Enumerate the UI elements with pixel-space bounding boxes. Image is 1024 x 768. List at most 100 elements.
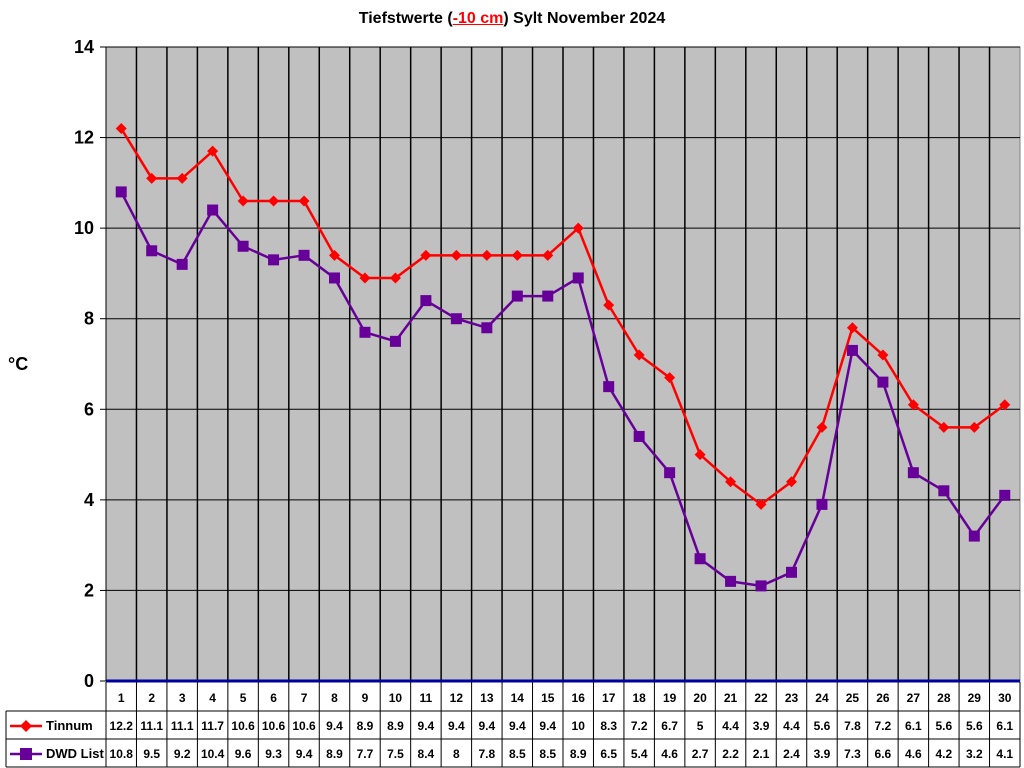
data-point-square[interactable] — [176, 258, 188, 270]
table-cell: 10.4 — [201, 747, 225, 761]
data-point-diamond[interactable] — [146, 172, 158, 184]
table-cell: 2.4 — [783, 747, 800, 761]
data-point-square[interactable] — [268, 254, 280, 266]
table-cell: 10.6 — [262, 719, 286, 733]
table-header-cell: 23 — [785, 691, 799, 705]
table-header-cell: 3 — [179, 691, 186, 705]
table-header-cell: 21 — [724, 691, 738, 705]
data-point-diamond[interactable] — [359, 272, 371, 284]
data-point-diamond[interactable] — [298, 195, 310, 207]
data-point-square[interactable] — [359, 326, 371, 338]
table-header-cell: 10 — [389, 691, 403, 705]
data-point-diamond[interactable] — [907, 399, 919, 411]
data-point-square[interactable] — [725, 575, 737, 587]
table-cell: 8.9 — [387, 719, 404, 733]
data-point-diamond[interactable] — [725, 476, 737, 488]
table-cell: 7.3 — [844, 747, 861, 761]
table-cell: 9.4 — [478, 719, 495, 733]
table-header-cell: 11 — [420, 691, 433, 705]
data-point-diamond[interactable] — [938, 421, 950, 433]
data-point-square[interactable] — [207, 204, 219, 216]
table-header-cell: 2 — [148, 691, 155, 705]
table-cell: 7.8 — [478, 747, 495, 761]
data-point-square[interactable] — [938, 485, 950, 497]
data-point-square[interactable] — [298, 249, 310, 261]
legend-label: Tinnum — [46, 718, 93, 733]
data-point-diamond[interactable] — [542, 249, 554, 261]
data-point-diamond[interactable] — [115, 123, 127, 135]
table-cell: 2.7 — [692, 747, 709, 761]
data-point-square[interactable] — [237, 240, 249, 252]
data-point-square[interactable] — [511, 290, 523, 302]
data-point-square[interactable] — [572, 272, 584, 284]
chart-title: Tiefstwerte (-10 cm) Sylt November 2024 — [0, 10, 1024, 28]
table-cell: 9.4 — [326, 719, 343, 733]
data-point-diamond[interactable] — [511, 249, 523, 261]
data-point-diamond[interactable] — [877, 349, 889, 361]
table-cell: 10.6 — [292, 719, 316, 733]
data-point-square[interactable] — [755, 580, 767, 592]
data-point-diamond[interactable] — [999, 399, 1011, 411]
data-point-diamond[interactable] — [786, 476, 797, 488]
data-point-square[interactable] — [633, 430, 645, 442]
data-point-square[interactable] — [694, 553, 706, 565]
table-cell: 9.3 — [265, 747, 282, 761]
table-cell: 8 — [453, 747, 460, 761]
data-point-square[interactable] — [999, 489, 1011, 501]
data-point-square[interactable] — [907, 467, 919, 479]
table-header-cell: 29 — [968, 691, 982, 705]
data-point-square[interactable] — [481, 322, 493, 334]
table-cell: 8.5 — [509, 747, 526, 761]
legend-dwd-list: DWD List — [10, 746, 104, 761]
table-header-cell: 7 — [301, 691, 308, 705]
table-header-cell: 26 — [876, 691, 890, 705]
y-tick-label: 12 — [74, 128, 94, 148]
data-point-diamond[interactable] — [207, 145, 219, 157]
data-point-square[interactable] — [329, 272, 340, 284]
data-point-diamond[interactable] — [572, 222, 584, 234]
data-point-square[interactable] — [115, 186, 127, 198]
table-cell: 4.4 — [783, 719, 800, 733]
data-point-diamond[interactable] — [176, 172, 188, 184]
y-tick-label: 10 — [74, 218, 94, 238]
data-point-diamond[interactable] — [481, 249, 493, 261]
data-point-square[interactable] — [968, 530, 980, 542]
data-point-square[interactable] — [664, 467, 676, 479]
data-point-square[interactable] — [877, 376, 889, 388]
table-cell: 7.5 — [387, 747, 404, 761]
table-cell: 6.5 — [600, 747, 617, 761]
data-point-diamond[interactable] — [268, 195, 280, 207]
table-cell: 5.6 — [814, 719, 831, 733]
data-point-diamond[interactable] — [450, 249, 462, 261]
data-point-square[interactable] — [816, 498, 828, 510]
data-point-diamond[interactable] — [816, 421, 828, 433]
data-point-diamond[interactable] — [755, 498, 767, 510]
data-point-diamond[interactable] — [603, 299, 615, 311]
data-point-diamond[interactable] — [694, 449, 706, 461]
table-header-cell: 5 — [240, 691, 247, 705]
data-point-square[interactable] — [542, 290, 554, 302]
data-point-square[interactable] — [786, 566, 797, 578]
table-header-cell: 20 — [693, 691, 707, 705]
data-point-square[interactable] — [846, 344, 858, 356]
data-point-diamond[interactable] — [968, 421, 980, 433]
data-point-diamond[interactable] — [420, 249, 432, 261]
data-point-diamond[interactable] — [664, 372, 676, 384]
table-cell: 6.6 — [875, 747, 892, 761]
data-point-square[interactable] — [389, 335, 401, 347]
table-cell: 3.2 — [966, 747, 983, 761]
data-point-square[interactable] — [603, 381, 615, 393]
table-cell: 6.7 — [661, 719, 678, 733]
data-point-square[interactable] — [450, 313, 462, 325]
data-point-diamond[interactable] — [329, 249, 340, 261]
table-cell: 4.6 — [905, 747, 922, 761]
data-point-square[interactable] — [146, 245, 158, 257]
y-tick-label: 0 — [84, 671, 94, 691]
data-point-diamond[interactable] — [633, 349, 645, 361]
data-point-diamond[interactable] — [389, 272, 401, 284]
data-point-square[interactable] — [420, 295, 432, 307]
table-header-cell: 15 — [541, 691, 555, 705]
data-point-diamond[interactable] — [237, 195, 249, 207]
data-point-diamond[interactable] — [846, 322, 858, 334]
table-cell: 8.5 — [539, 747, 556, 761]
